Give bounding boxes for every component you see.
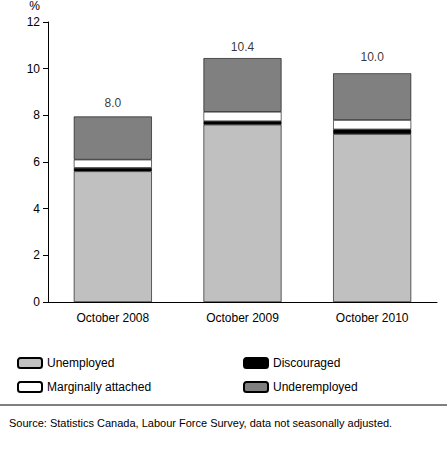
- svg-text:Unemployed: Unemployed: [47, 356, 114, 370]
- svg-text:October 2010: October 2010: [336, 311, 409, 325]
- svg-text:2: 2: [33, 248, 40, 262]
- svg-text:0: 0: [33, 295, 40, 309]
- svg-text:Underemployed: Underemployed: [273, 380, 358, 394]
- svg-text:Discouraged: Discouraged: [273, 356, 340, 370]
- svg-text:10.4: 10.4: [231, 40, 255, 54]
- svg-text:10: 10: [27, 62, 41, 76]
- svg-text:6: 6: [33, 155, 40, 169]
- svg-text:8.0: 8.0: [104, 96, 121, 110]
- svg-text:Marginally attached: Marginally attached: [47, 380, 151, 394]
- svg-text:October 2008: October 2008: [76, 311, 149, 325]
- svg-text:10.0: 10.0: [360, 50, 384, 64]
- svg-text:%: %: [29, 0, 40, 13]
- svg-text:8: 8: [33, 108, 40, 122]
- svg-text:4: 4: [33, 202, 40, 216]
- svg-text:October 2009: October 2009: [206, 311, 279, 325]
- svg-text:12: 12: [27, 15, 41, 29]
- svg-text:Source: Statistics Canada, Lab: Source: Statistics Canada, Labour Force …: [9, 417, 392, 429]
